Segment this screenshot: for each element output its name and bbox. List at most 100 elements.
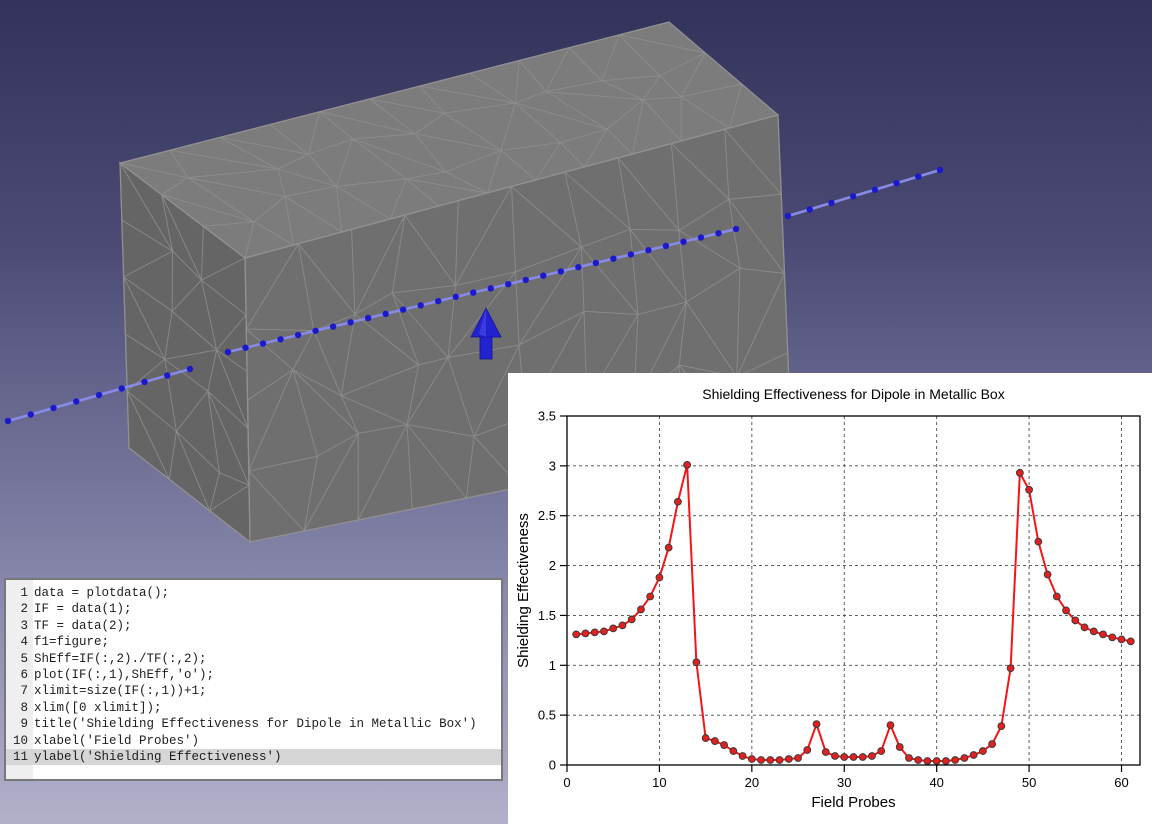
data-point-marker	[905, 754, 913, 762]
data-point-marker	[831, 752, 839, 760]
data-point-marker	[803, 746, 812, 754]
data-point-marker	[1117, 635, 1126, 644]
data-point-marker	[840, 753, 849, 761]
data-point-marker	[618, 621, 627, 630]
data-point-marker	[997, 722, 1006, 731]
field-probe-dot	[540, 272, 547, 279]
code-line[interactable]: 2 IF = data(1);	[6, 601, 501, 617]
code-line[interactable]: 10 xlabel('Field Probes')	[6, 733, 501, 749]
probe-line	[787, 168, 941, 218]
data-point-marker	[701, 734, 710, 742]
x-tick-label: 20	[745, 775, 759, 790]
field-probe-dot	[732, 225, 740, 233]
data-point-marker	[960, 754, 969, 762]
data-point-marker	[581, 629, 590, 638]
data-point-marker	[886, 721, 895, 730]
field-probe-dot	[893, 179, 900, 187]
data-point-marker	[914, 756, 923, 764]
field-probe-dot	[4, 417, 12, 425]
data-point-marker	[932, 757, 941, 765]
x-tick-label: 10	[652, 775, 666, 790]
data-point-marker	[646, 592, 655, 601]
data-point-marker	[590, 628, 599, 637]
y-tick-label: 2.5	[538, 508, 556, 523]
code-text: xlim([0 xlimit]);	[34, 700, 162, 715]
field-probe-dot	[915, 173, 922, 180]
data-point-marker	[1025, 485, 1033, 494]
data-point-marker	[747, 755, 756, 763]
plot-frame	[566, 415, 1141, 766]
data-point-marker	[637, 605, 645, 614]
line-number: 10	[12, 733, 28, 748]
x-axis-label: Field Probes	[811, 794, 895, 811]
code-line[interactable]: 8 xlim([0 xlimit]);	[6, 700, 501, 716]
field-probe-dot	[592, 259, 600, 267]
shielding-effectiveness-chart: 0 10 20 30 40 50 60 0 0.5 1 1.5 2 2.5 3 3.5 Shielding E…	[515, 386, 1141, 811]
data-point-marker	[1099, 630, 1107, 639]
line-number: 11	[12, 750, 28, 765]
y-tick-label: 3	[549, 458, 556, 473]
data-point-marker	[858, 753, 867, 761]
field-probe-dot	[784, 212, 792, 220]
data-point-marker	[868, 752, 876, 760]
line-number-gutter	[6, 580, 33, 779]
field-probe-dot	[27, 411, 34, 418]
data-point-marker	[738, 752, 747, 760]
code-text: data = plotdata();	[34, 586, 170, 600]
y-tick-label: 1.5	[538, 608, 556, 623]
field-probe-dot	[364, 314, 372, 322]
data-point-marker	[1080, 623, 1089, 632]
field-probe-dot	[118, 385, 125, 392]
data-point-marker	[794, 754, 802, 762]
field-probe-dot	[435, 297, 442, 305]
data-point-marker	[784, 755, 793, 763]
data-point-marker	[923, 757, 932, 765]
field-probe-dot	[347, 319, 354, 326]
data-point-marker	[627, 615, 636, 624]
code-line[interactable]: 11 ylabel('Shielding Effectiveness')	[6, 749, 501, 766]
field-probe-dot	[329, 323, 337, 330]
code-text: ylabel('Shielding Effectiveness')	[34, 750, 282, 765]
field-probe-dot	[557, 268, 565, 275]
field-probe-dot	[141, 378, 148, 386]
data-point-marker	[710, 737, 719, 745]
field-probe-dot	[73, 398, 80, 405]
data-point-marker	[572, 630, 581, 639]
code-text: ShEff=IF(:,2)./TF(:,2);	[34, 651, 207, 666]
code-line[interactable]: 5 ShEff=IF(:,2)./TF(:,2);	[6, 651, 501, 667]
y-tick-label: 1	[549, 658, 556, 673]
field-probe-dot	[417, 302, 424, 309]
data-point-marker	[812, 720, 821, 729]
data-point-marker	[988, 740, 997, 748]
data-point-marker	[1126, 637, 1135, 646]
code-line[interactable]: 3 TF = data(2);	[6, 618, 501, 634]
field-probe-dot	[452, 293, 459, 301]
code-text: f1=figure;	[34, 635, 110, 650]
data-point-marker	[821, 748, 830, 756]
data-point-marker	[757, 756, 765, 764]
data-point-marker	[1062, 606, 1070, 615]
data-point-marker	[895, 743, 904, 751]
line-number: 5	[20, 651, 28, 666]
code-line[interactable]: 6 plot(IF(:,1),ShEff,'o');	[6, 667, 501, 683]
line-number: 2	[20, 602, 28, 617]
field-probe-dot	[164, 372, 171, 379]
line-number: 9	[20, 717, 28, 732]
code-line[interactable]: 1 data = plotdata();	[6, 585, 501, 601]
code-text: title('Shielding Effectiveness for Dipol…	[34, 717, 477, 732]
field-probe-dot	[224, 348, 232, 356]
data-point-marker	[1006, 664, 1015, 673]
data-point-marker	[969, 751, 978, 759]
field-probe-dot	[242, 344, 249, 351]
data-point-marker	[674, 497, 682, 506]
field-probe-dot	[505, 280, 512, 288]
line-number: 1	[20, 586, 28, 600]
code-line[interactable]: 4 f1=figure;	[6, 634, 501, 650]
x-tick-label: 60	[1114, 775, 1128, 790]
data-point-marker	[1052, 592, 1061, 601]
code-editor-panel[interactable]: 1 data = plotdata(); 2 IF = data(1); 3 TF = d…	[4, 578, 503, 781]
code-line[interactable]: 9 title('Shielding Effectiveness for Dipo…	[6, 716, 501, 732]
code-line[interactable]: 7 xlimit=size(IF(:,1))+1;	[6, 683, 501, 699]
data-point-marker	[609, 624, 618, 633]
data-point-marker	[1034, 537, 1043, 546]
